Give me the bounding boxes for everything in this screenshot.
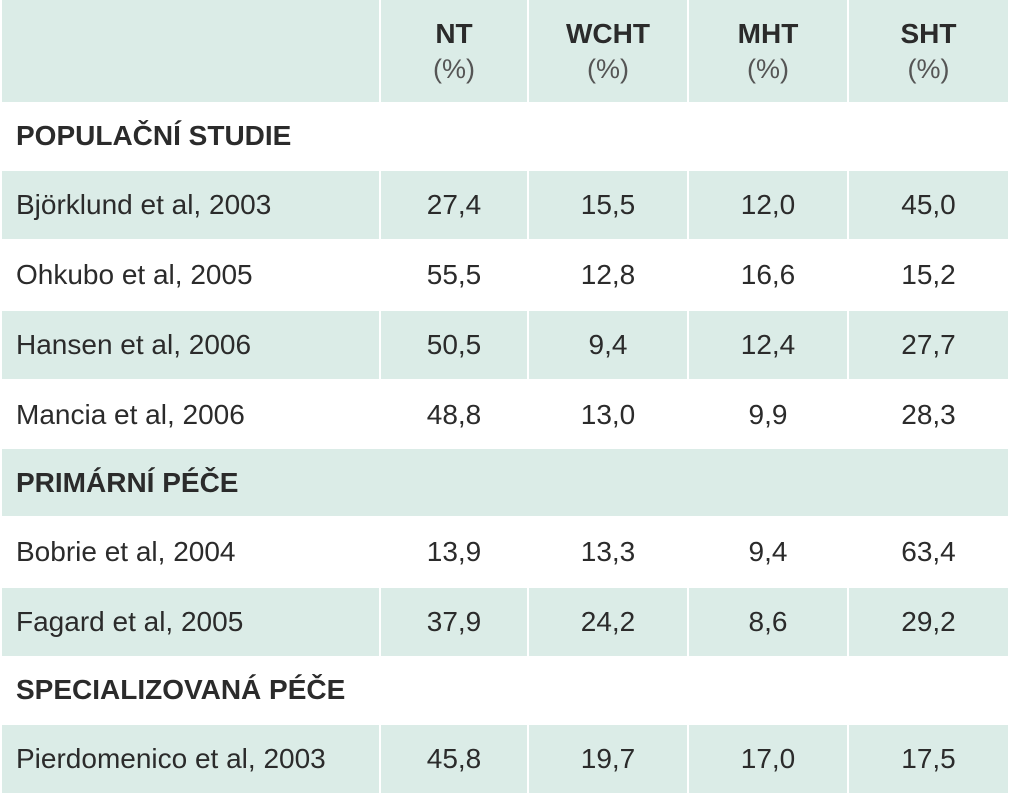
value-cell-wcht: 12,8 bbox=[528, 239, 689, 310]
value-cell-mht: 9,9 bbox=[688, 379, 849, 449]
study-cell: Ohkubo et al, 2005 bbox=[2, 239, 381, 310]
column-unit: (%) bbox=[747, 54, 789, 84]
section-title: PRIMÁRNÍ PÉČE bbox=[16, 466, 239, 498]
value-cell-nt: 45,8 bbox=[380, 723, 529, 793]
value-cell-mht: 9,4 bbox=[688, 516, 849, 587]
value-cell-wcht: 13,0 bbox=[528, 379, 689, 449]
section-row-population: POPULAČNÍ STUDIE bbox=[2, 102, 1008, 170]
table-row: Bobrie et al, 2004 13,9 13,3 9,4 63,4 bbox=[2, 516, 1008, 587]
header-cell-sht: SHT (%) bbox=[848, 0, 1008, 102]
value-cell-mht: 12,0 bbox=[688, 169, 849, 240]
value-cell-sht: 28,3 bbox=[848, 379, 1008, 449]
value-cell-nt: 13,9 bbox=[380, 516, 529, 587]
value-cell-mht: 12,4 bbox=[688, 309, 849, 380]
section-title: SPECIALIZOVANÁ PÉČE bbox=[16, 673, 346, 705]
column-name: WCHT bbox=[566, 18, 650, 49]
table-row: Ohkubo et al, 2005 55,5 12,8 16,6 15,2 bbox=[2, 239, 1008, 310]
value-cell-wcht: 13,3 bbox=[528, 516, 689, 587]
study-cell: Björklund et al, 2003 bbox=[2, 169, 381, 240]
value-cell-wcht: 9,4 bbox=[528, 309, 689, 380]
value-cell-nt: 37,9 bbox=[380, 586, 529, 656]
table-row: Hansen et al, 2006 50,5 9,4 12,4 27,7 bbox=[2, 309, 1008, 380]
table-row: Pierdomenico et al, 2003 45,8 19,7 17,0 … bbox=[2, 723, 1008, 793]
column-name: MHT bbox=[737, 18, 799, 49]
column-name: SHT bbox=[900, 18, 957, 49]
value-cell-wcht: 15,5 bbox=[528, 169, 689, 240]
value-cell-wcht: 19,7 bbox=[528, 723, 689, 793]
study-cell: Hansen et al, 2006 bbox=[2, 309, 381, 380]
header-cell-wcht: WCHT (%) bbox=[528, 0, 689, 102]
value-cell-wcht: 24,2 bbox=[528, 586, 689, 656]
study-cell: Pierdomenico et al, 2003 bbox=[2, 723, 381, 793]
value-cell-nt: 27,4 bbox=[380, 169, 529, 240]
value-cell-mht: 8,6 bbox=[688, 586, 849, 656]
value-cell-nt: 55,5 bbox=[380, 239, 529, 310]
header-cell-mht: MHT (%) bbox=[688, 0, 849, 102]
study-cell: Fagard et al, 2005 bbox=[2, 586, 381, 656]
column-unit: (%) bbox=[907, 54, 950, 84]
header-row: NT (%) WCHT (%) MHT (%) SHT (%) bbox=[2, 0, 1008, 102]
section-title: POPULAČNÍ STUDIE bbox=[16, 119, 292, 151]
column-unit: (%) bbox=[433, 54, 475, 84]
value-cell-nt: 50,5 bbox=[380, 309, 529, 380]
value-cell-sht: 15,2 bbox=[848, 239, 1008, 310]
table-row: Björklund et al, 2003 27,4 15,5 12,0 45,… bbox=[2, 169, 1008, 240]
value-cell-mht: 17,0 bbox=[688, 723, 849, 793]
value-cell-nt: 48,8 bbox=[380, 379, 529, 449]
header-cell-nt: NT (%) bbox=[380, 0, 529, 102]
study-cell: Mancia et al, 2006 bbox=[2, 379, 381, 449]
value-cell-sht: 17,5 bbox=[848, 723, 1008, 793]
table-row: Mancia et al, 2006 48,8 13,0 9,9 28,3 bbox=[2, 379, 1008, 449]
column-name: NT bbox=[435, 18, 473, 49]
section-row-primary-care: PRIMÁRNÍ PÉČE bbox=[2, 449, 1008, 517]
value-cell-sht: 27,7 bbox=[848, 309, 1008, 380]
value-cell-sht: 45,0 bbox=[848, 169, 1008, 240]
study-cell: Bobrie et al, 2004 bbox=[2, 516, 381, 587]
value-cell-sht: 29,2 bbox=[848, 586, 1008, 656]
value-cell-sht: 63,4 bbox=[848, 516, 1008, 587]
header-corner-cell bbox=[2, 0, 381, 102]
value-cell-mht: 16,6 bbox=[688, 239, 849, 310]
column-unit: (%) bbox=[587, 54, 629, 84]
table-row: Fagard et al, 2005 37,9 24,2 8,6 29,2 bbox=[2, 586, 1008, 656]
section-row-specialized-care: SPECIALIZOVANÁ PÉČE bbox=[2, 656, 1008, 724]
